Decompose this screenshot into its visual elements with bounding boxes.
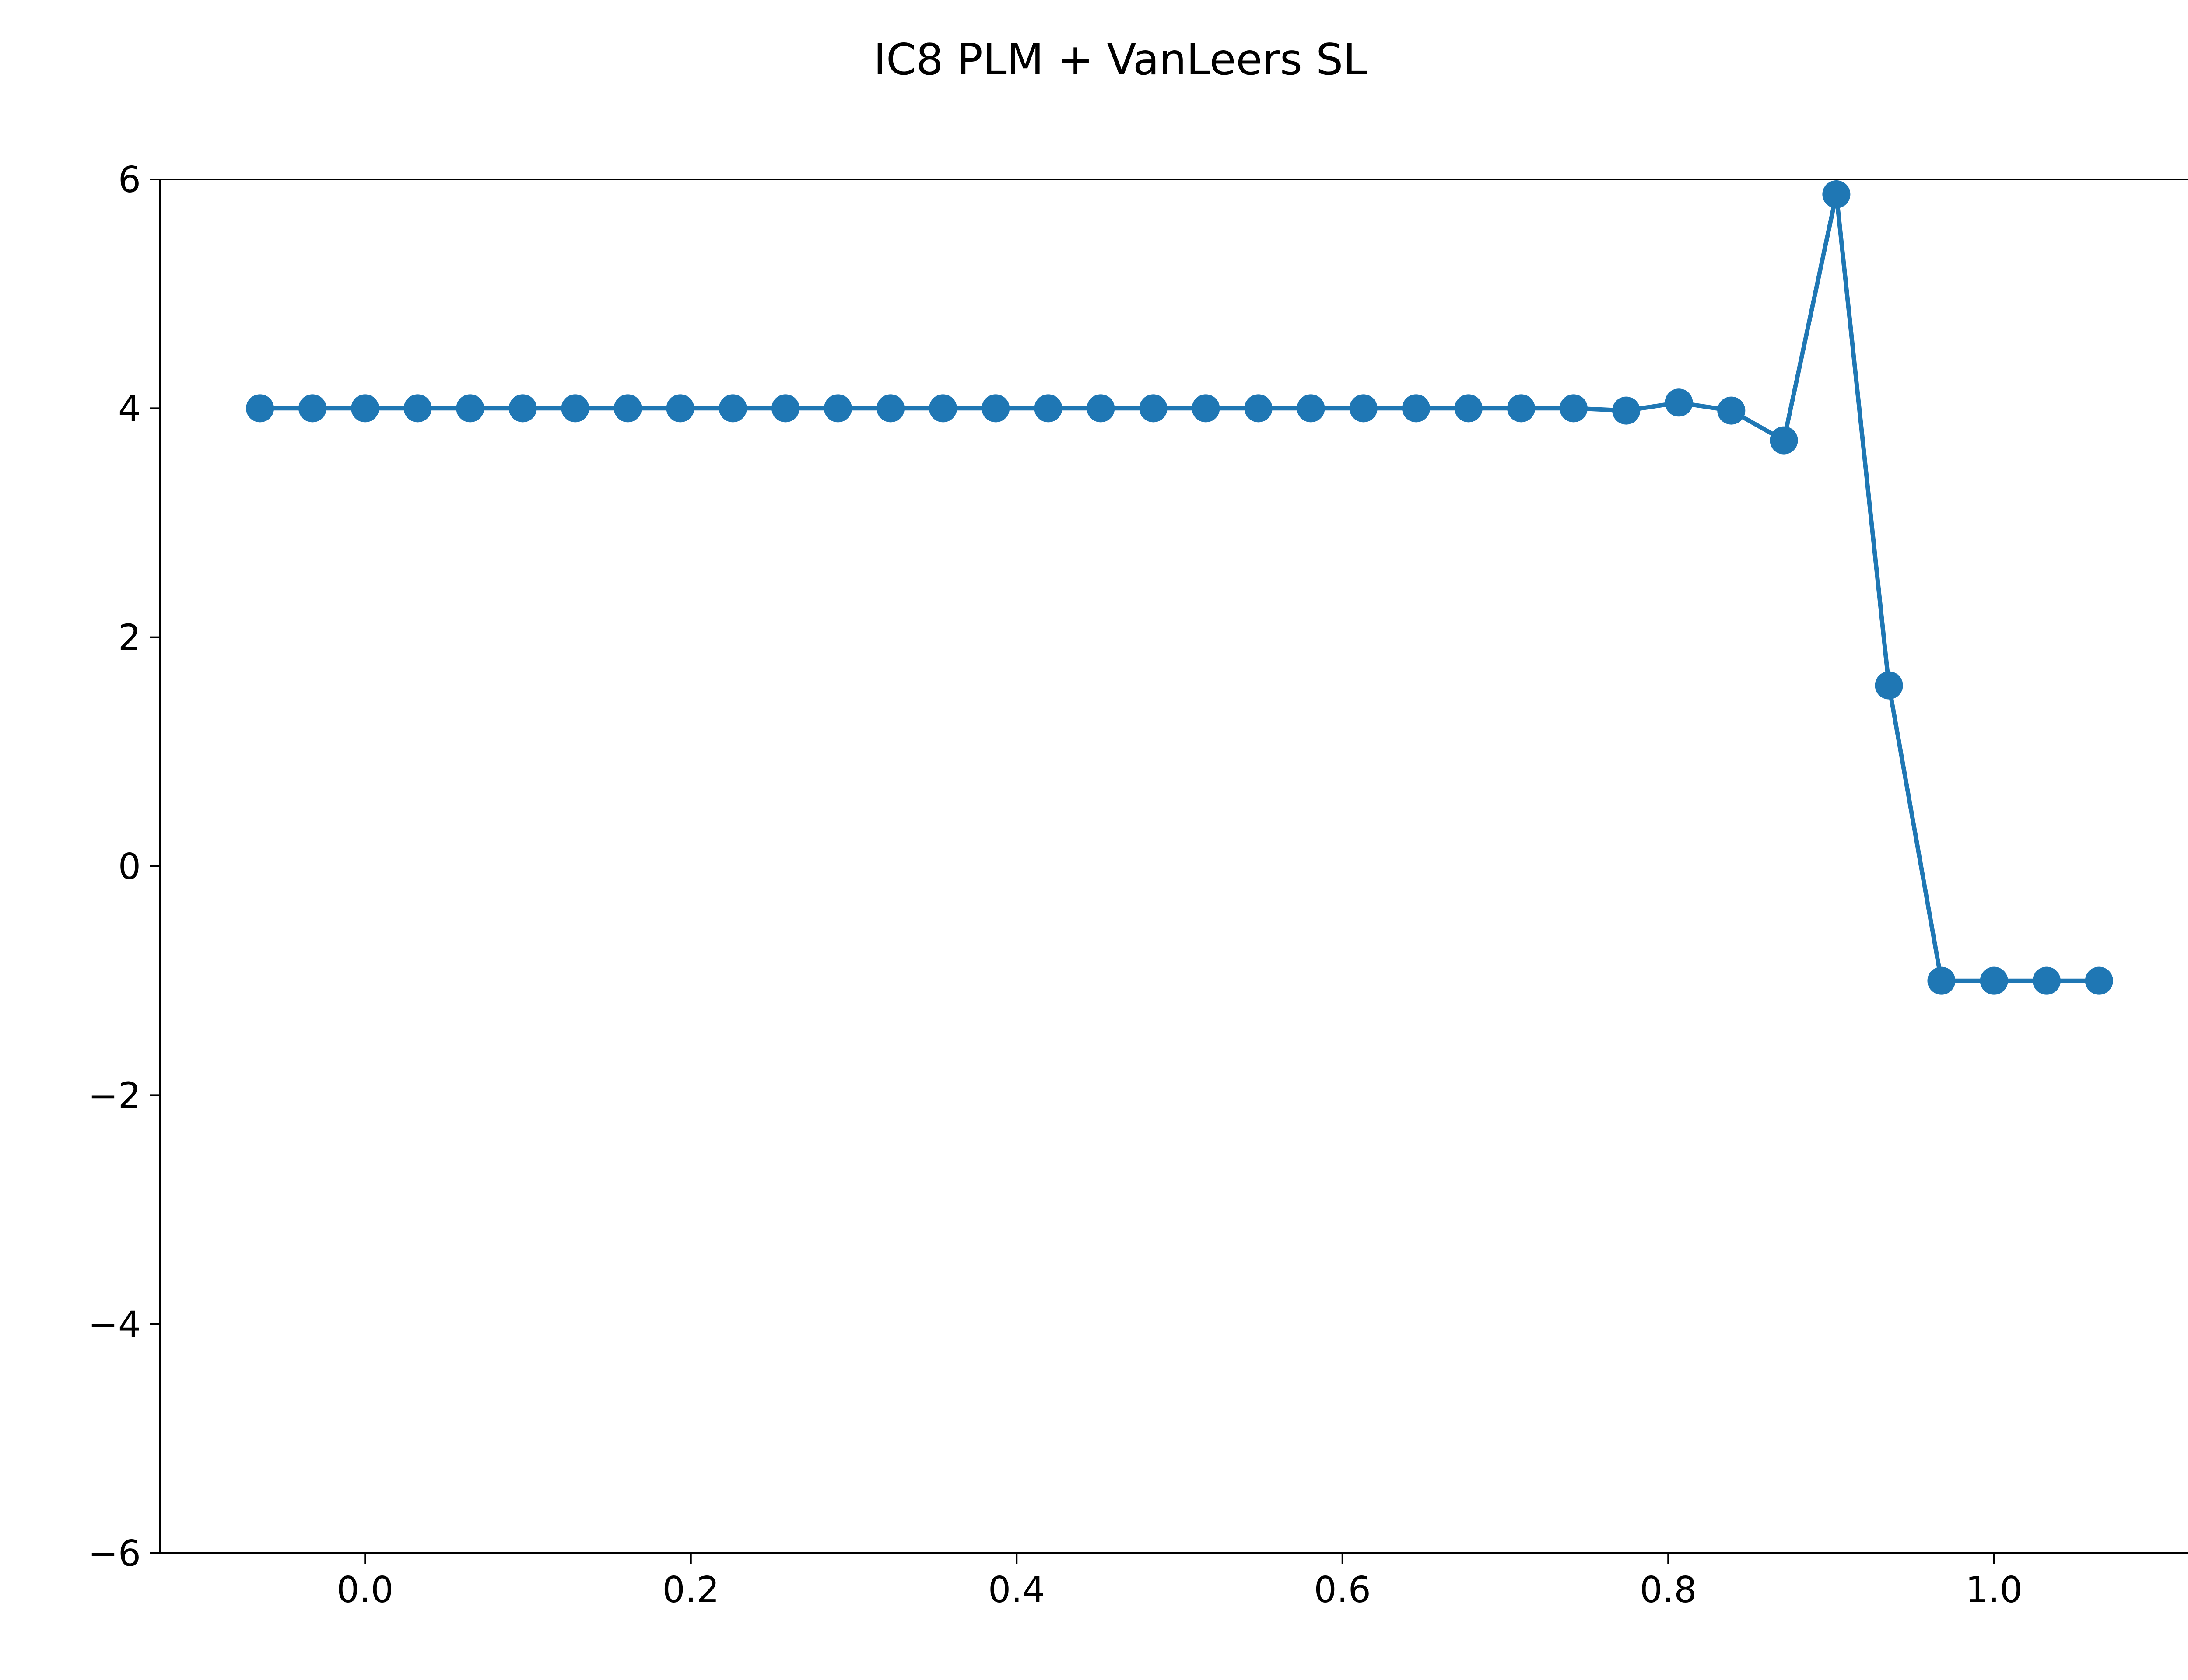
- data-point: [1927, 966, 1956, 995]
- data-point: [2032, 966, 2061, 995]
- data-point: [1612, 396, 1641, 425]
- data-point: [1559, 394, 1588, 423]
- x-tick-label: 0.0: [337, 1569, 393, 1611]
- data-point: [351, 394, 379, 423]
- data-point: [403, 394, 432, 423]
- chart-title: IC8 PLM + VanLeers SL: [873, 35, 1367, 85]
- data-point: [1980, 966, 2008, 995]
- data-point: [1034, 394, 1062, 423]
- data-point: [1402, 394, 1430, 423]
- data-point: [508, 394, 537, 423]
- data-point: [1875, 671, 1903, 700]
- y-tick-label: 0: [118, 846, 141, 888]
- data-point: [1244, 394, 1273, 423]
- data-point: [561, 394, 589, 423]
- plot-area: [160, 179, 2188, 1553]
- data-point: [666, 394, 694, 423]
- data-point: [719, 394, 747, 423]
- data-point: [824, 394, 852, 423]
- x-tick-label: 0.6: [1314, 1569, 1371, 1611]
- data-point: [456, 394, 484, 423]
- x-tick-label: 0.2: [663, 1569, 719, 1611]
- data-point: [2085, 966, 2113, 995]
- data-point: [1770, 426, 1798, 455]
- data-point: [1665, 388, 1693, 417]
- y-tick-label: 2: [118, 617, 141, 659]
- data-point: [298, 394, 327, 423]
- y-axis: −6 −4 −2 0 2 4 6: [88, 159, 160, 1575]
- x-tick-label: 0.4: [988, 1569, 1045, 1611]
- data-point: [246, 394, 274, 423]
- data-point: [1507, 394, 1536, 423]
- data-point: [1192, 394, 1220, 423]
- data-point: [771, 394, 800, 423]
- y-tick-label: 6: [118, 159, 141, 201]
- data-point: [929, 394, 957, 423]
- data-point: [1297, 394, 1325, 423]
- data-point: [1139, 394, 1168, 423]
- y-tick-label: −6: [88, 1533, 141, 1575]
- data-point: [877, 394, 905, 423]
- data-point: [1349, 394, 1378, 423]
- y-tick-label: −4: [88, 1304, 141, 1346]
- data-point: [614, 394, 642, 423]
- data-point: [1717, 396, 1746, 425]
- data-point: [1087, 394, 1115, 423]
- x-tick-label: 0.8: [1640, 1569, 1697, 1611]
- axes-frame: [159, 178, 2188, 1554]
- x-axis: 0.0 0.2 0.4 0.6 0.8 1.0: [337, 1553, 2023, 1611]
- axes-background: [160, 179, 2188, 1553]
- y-tick-label: 4: [118, 388, 141, 430]
- x-tick-label: 1.0: [1966, 1569, 2023, 1611]
- data-point: [982, 394, 1010, 423]
- data-point: [1454, 394, 1483, 423]
- data-series: [246, 180, 2113, 995]
- y-tick-label: −2: [88, 1075, 141, 1116]
- data-point: [1822, 180, 1851, 209]
